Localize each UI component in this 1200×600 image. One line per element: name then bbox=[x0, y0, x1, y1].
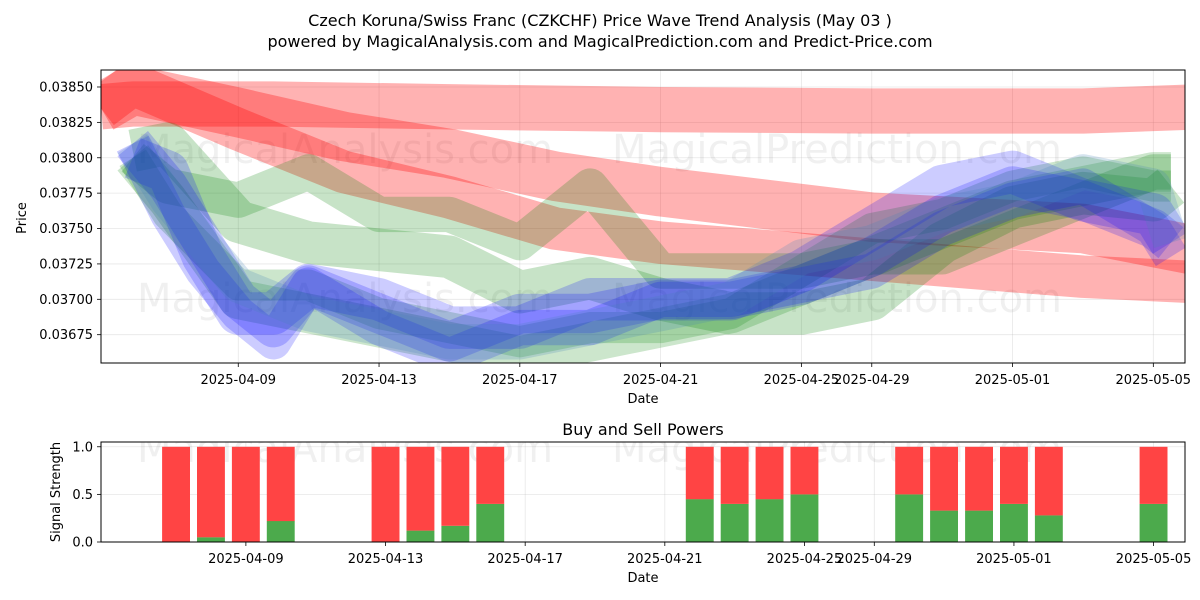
sell-bar bbox=[1139, 446, 1168, 504]
price-x-tick-label: 2025-04-17 bbox=[482, 373, 558, 388]
buy-bar bbox=[197, 537, 225, 542]
watermark-prediction-top: MagicalPrediction.com bbox=[612, 127, 1062, 173]
price-wave-bands bbox=[101, 70, 1185, 363]
sell-bar bbox=[895, 446, 924, 495]
price-x-tick-label: 2025-04-21 bbox=[623, 373, 699, 388]
price-y-axis: 0.03675 0.03700 0.03725 0.03750 0.03775 0.038… bbox=[39, 80, 101, 343]
sell-bar bbox=[266, 446, 295, 522]
wave-band-red-upper bbox=[101, 81, 1185, 134]
sell-bar bbox=[790, 446, 819, 495]
watermark-analysis-mid: MagicalAnalysis.com bbox=[137, 276, 553, 322]
signal-x-tick-label: 2025-04-21 bbox=[627, 552, 703, 567]
buy-bar bbox=[755, 499, 784, 542]
sell-bar bbox=[197, 446, 225, 538]
buy-bar bbox=[1034, 515, 1063, 542]
chart-title-line2: powered by MagicalAnalysis.com and Magic… bbox=[267, 32, 932, 51]
buy-bar bbox=[1000, 503, 1028, 542]
price-x-axis: 2025-04-09 2025-04-13 2025-04-17 2025-04-21… bbox=[200, 363, 1191, 388]
price-plot-frame bbox=[100, 69, 1186, 364]
price-x-tick-label: 2025-05-05 bbox=[1116, 373, 1192, 388]
sell-bar bbox=[162, 446, 190, 542]
buy-bar bbox=[720, 503, 749, 542]
sell-bar bbox=[720, 446, 749, 504]
wave-band-blue-3 bbox=[116, 135, 1185, 363]
price-watermarks: MagicalAnalysis.com MagicalPrediction.co… bbox=[137, 127, 1062, 322]
wave-band-blue-2 bbox=[117, 130, 1184, 362]
signal-plot-frame bbox=[100, 441, 1186, 543]
buy-bar bbox=[790, 494, 819, 542]
sell-bar bbox=[930, 446, 958, 511]
wave-band-green-3 bbox=[117, 145, 1174, 363]
sell-bar bbox=[685, 446, 714, 500]
buy-bar bbox=[1139, 503, 1168, 542]
signal-x-tick-label: 2025-04-09 bbox=[208, 552, 284, 567]
signal-x-tick-label: 2025-04-13 bbox=[348, 552, 424, 567]
price-x-tick-label: 2025-05-01 bbox=[975, 373, 1051, 388]
signal-y-tick-label: 0.5 bbox=[72, 488, 93, 503]
sell-bar bbox=[1000, 446, 1028, 504]
buy-bar bbox=[930, 510, 958, 542]
wave-band-steel-1 bbox=[117, 134, 1185, 360]
price-chart-panel: MagicalAnalysis.com MagicalPrediction.co… bbox=[15, 69, 1191, 407]
buy-bar bbox=[441, 525, 470, 542]
watermark-prediction-mid: MagicalPrediction.com bbox=[612, 276, 1062, 322]
price-y-tick-label: 0.03800 bbox=[39, 151, 93, 166]
signal-y-axis-label: Signal Strength bbox=[49, 442, 64, 542]
price-y-tick-label: 0.03725 bbox=[39, 257, 93, 272]
wave-band-blue-1 bbox=[124, 138, 1185, 349]
price-grid bbox=[101, 70, 1185, 363]
buy-bar bbox=[895, 494, 924, 542]
price-x-axis-label: Date bbox=[627, 392, 658, 407]
signal-x-tick-label: 2025-04-17 bbox=[487, 552, 563, 567]
price-y-tick-label: 0.03775 bbox=[39, 187, 93, 202]
signal-x-axis-label: Date bbox=[627, 571, 658, 586]
wave-band-green-1 bbox=[128, 122, 1185, 335]
price-y-tick-label: 0.03675 bbox=[39, 328, 93, 343]
sell-bar bbox=[371, 446, 400, 542]
sell-bar bbox=[231, 446, 260, 542]
signal-x-axis: 2025-04-09 2025-04-13 2025-04-17 2025-04-21… bbox=[208, 542, 1191, 567]
signal-bars bbox=[162, 446, 1168, 542]
wave-band-green-2 bbox=[121, 144, 1171, 289]
signal-x-tick-label: 2025-04-25 bbox=[767, 552, 843, 567]
signal-y-tick-label: 1.0 bbox=[72, 440, 93, 455]
buy-bar bbox=[266, 521, 295, 542]
buy-bar bbox=[685, 499, 714, 542]
signal-x-tick-label: 2025-05-01 bbox=[976, 552, 1052, 567]
price-x-tick-label: 2025-04-29 bbox=[834, 373, 910, 388]
sell-bar bbox=[755, 446, 784, 500]
signal-x-tick-label: 2025-04-29 bbox=[837, 552, 913, 567]
wave-band-green-4 bbox=[119, 149, 1171, 358]
signal-y-axis: 0.0 0.5 1.0 bbox=[72, 440, 101, 551]
price-x-tick-label: 2025-04-25 bbox=[764, 373, 840, 388]
price-x-tick-label: 2025-04-13 bbox=[341, 373, 417, 388]
buy-bar bbox=[476, 503, 505, 542]
buy-bar bbox=[406, 530, 435, 542]
sell-bar bbox=[406, 446, 435, 531]
signal-y-tick-label: 0.0 bbox=[72, 536, 93, 551]
sell-bar bbox=[476, 446, 505, 504]
sell-bar bbox=[965, 446, 993, 511]
price-y-tick-label: 0.03850 bbox=[39, 80, 93, 95]
sell-bar bbox=[441, 446, 470, 526]
wave-band-red-low bbox=[101, 70, 1185, 303]
price-y-tick-label: 0.03750 bbox=[39, 222, 93, 237]
price-x-tick-label: 2025-04-09 bbox=[200, 373, 276, 388]
buy-bar bbox=[965, 510, 993, 542]
price-y-axis-label: Price bbox=[15, 202, 30, 234]
wave-band-red-mid bbox=[101, 70, 1185, 274]
price-y-tick-label: 0.03700 bbox=[39, 293, 93, 308]
chart-title-line1: Czech Koruna/Swiss Franc (CZKCHF) Price … bbox=[308, 11, 892, 30]
signal-chart-panel: Buy and Sell Powers MagicalAnalysis.com … bbox=[49, 420, 1191, 586]
signal-chart-title: Buy and Sell Powers bbox=[562, 420, 724, 439]
signal-x-tick-label: 2025-05-05 bbox=[1116, 552, 1192, 567]
sell-bar bbox=[1034, 446, 1063, 516]
watermark-analysis-top: MagicalAnalysis.com bbox=[137, 127, 553, 173]
price-y-tick-label: 0.03825 bbox=[39, 116, 93, 131]
